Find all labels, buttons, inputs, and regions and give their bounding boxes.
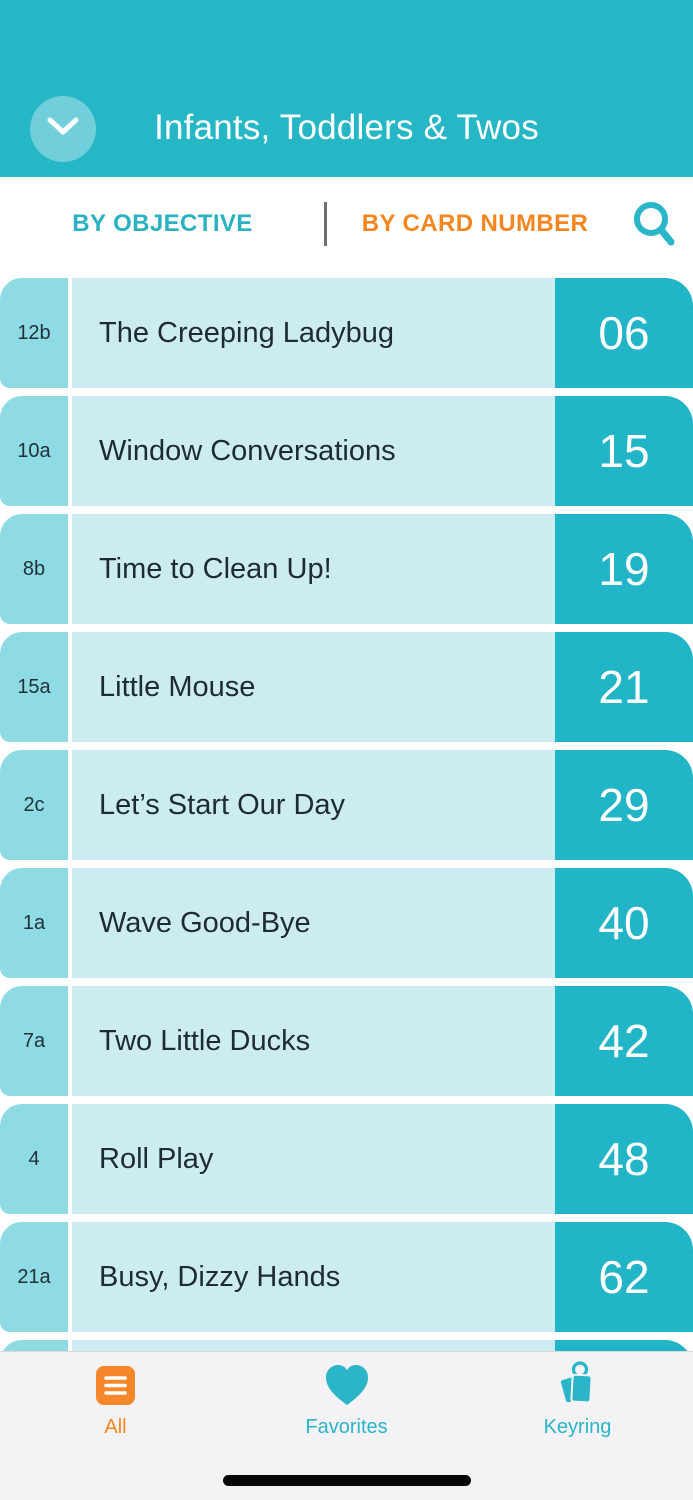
list-item[interactable]: 8b Time to Clean Up! 19 <box>0 514 693 624</box>
objective-code: 2c <box>0 750 68 860</box>
tab-by-objective[interactable]: BY OBJECTIVE <box>72 209 253 237</box>
objective-code: 4 <box>0 1104 68 1214</box>
search-button[interactable] <box>632 200 678 248</box>
nav-tab-all[interactable]: All <box>0 1352 231 1500</box>
search-icon <box>632 202 678 252</box>
card-list: 12b The Creeping Ladybug 06 10a Window C… <box>0 278 693 1408</box>
nav-tab-favorites[interactable]: Favorites <box>231 1352 462 1500</box>
objective-code: 21a <box>0 1222 68 1332</box>
objective-code: 15a <box>0 632 68 742</box>
list-item[interactable]: 12b The Creeping Ladybug 06 <box>0 278 693 388</box>
list-item[interactable]: 7a Two Little Ducks 42 <box>0 986 693 1096</box>
tab-by-card-number[interactable]: BY CARD NUMBER <box>361 209 589 237</box>
nav-tab-keyring[interactable]: Keyring <box>462 1352 693 1500</box>
card-title: Little Mouse <box>72 632 555 742</box>
card-title: Two Little Ducks <box>72 986 555 1096</box>
card-number: 29 <box>555 750 693 860</box>
objective-code: 7a <box>0 986 68 1096</box>
objective-code: 10a <box>0 396 68 506</box>
header: Infants, Toddlers & Twos <box>0 0 693 177</box>
nav-label-all: All <box>104 1416 127 1438</box>
page-title: Infants, Toddlers & Twos <box>154 108 539 147</box>
card-number: 19 <box>555 514 693 624</box>
card-number: 42 <box>555 986 693 1096</box>
heart-icon <box>324 1363 370 1407</box>
nav-label-keyring: Keyring <box>543 1416 612 1438</box>
card-title: Roll Play <box>72 1104 555 1214</box>
card-number: 15 <box>555 396 693 506</box>
list-item[interactable]: 1a Wave Good-Bye 40 <box>0 868 693 978</box>
card-number: 06 <box>555 278 693 388</box>
list-item[interactable]: 4 Roll Play 48 <box>0 1104 693 1214</box>
objective-code: 8b <box>0 514 68 624</box>
nav-label-favorites: Favorites <box>305 1416 388 1438</box>
list-item[interactable]: 21a Busy, Dizzy Hands 62 <box>0 1222 693 1332</box>
card-title: Let’s Start Our Day <box>72 750 555 860</box>
objective-code: 12b <box>0 278 68 388</box>
collapse-button[interactable] <box>30 96 96 162</box>
card-number: 40 <box>555 868 693 978</box>
list-item[interactable]: 15a Little Mouse 21 <box>0 632 693 742</box>
card-title: Busy, Dizzy Hands <box>72 1222 555 1332</box>
card-title: Wave Good-Bye <box>72 868 555 978</box>
card-title: Time to Clean Up! <box>72 514 555 624</box>
card-number: 21 <box>555 632 693 742</box>
sort-tabbar: BY OBJECTIVE BY CARD NUMBER <box>0 177 693 270</box>
list-item[interactable]: 2c Let’s Start Our Day 29 <box>0 750 693 860</box>
list-item[interactable]: 10a Window Conversations 15 <box>0 396 693 506</box>
card-title: Window Conversations <box>72 396 555 506</box>
objective-code: 1a <box>0 868 68 978</box>
tab-divider <box>324 202 327 246</box>
card-number: 62 <box>555 1222 693 1332</box>
chevron-down-icon <box>46 117 80 142</box>
home-indicator[interactable] <box>222 1475 471 1486</box>
keyring-icon <box>557 1361 599 1407</box>
list-icon <box>96 1363 135 1407</box>
card-number: 48 <box>555 1104 693 1214</box>
card-title: The Creeping Ladybug <box>72 278 555 388</box>
